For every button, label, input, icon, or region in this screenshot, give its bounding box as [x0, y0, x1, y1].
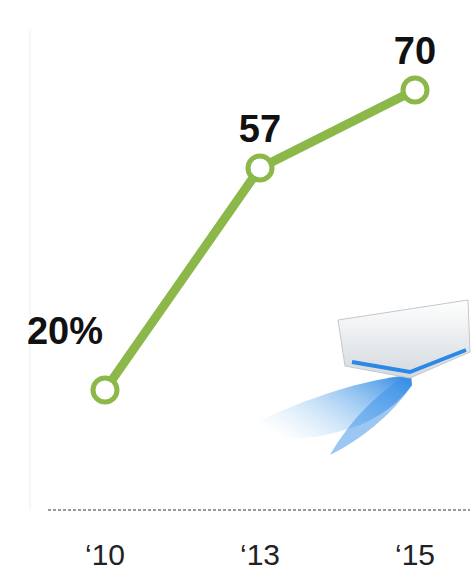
x-axis-line: [48, 509, 470, 510]
data-label: 70: [394, 30, 436, 72]
data-point: [248, 156, 272, 180]
chart: ‘10 ‘13 ‘15 20% 57 70: [0, 0, 474, 573]
ac-vent: [352, 350, 466, 372]
data-line: [105, 90, 415, 390]
ac-body: [338, 300, 470, 378]
data-point: [403, 78, 427, 102]
data-point: [93, 378, 117, 402]
air-flow: [330, 372, 412, 455]
data-label: 57: [239, 108, 281, 150]
x-tick-label: ‘15: [395, 538, 435, 571]
x-tick-label: ‘10: [85, 538, 125, 571]
ac-icon: [240, 300, 470, 455]
x-tick-label: ‘13: [240, 538, 280, 571]
data-label: 20%: [27, 310, 103, 352]
y-axis-line: [30, 30, 31, 510]
plot-area: [93, 78, 427, 402]
